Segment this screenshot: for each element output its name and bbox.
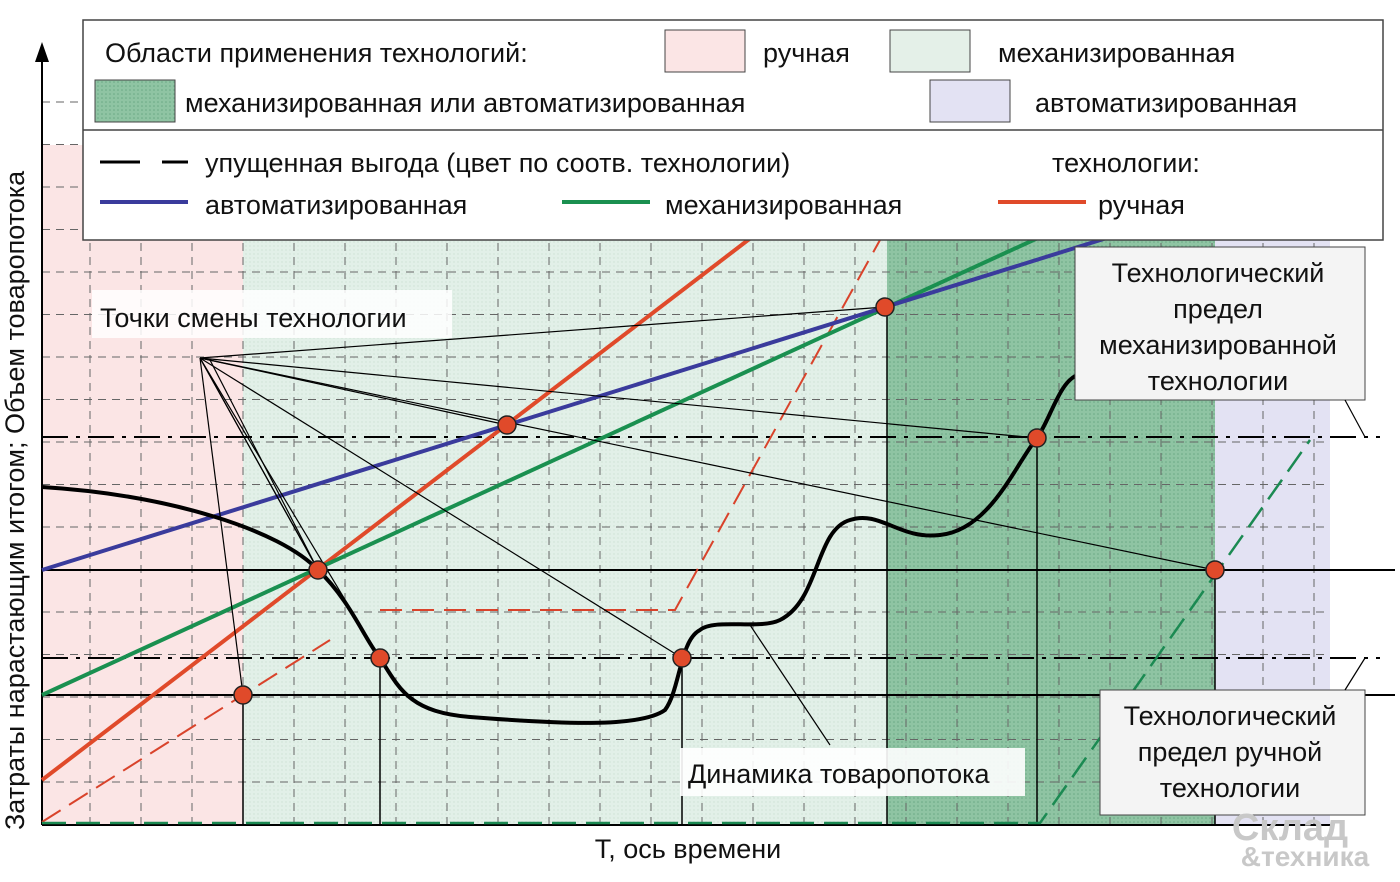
y-axis-label: Затраты нарастающим итогом; Объем товаро… [0,170,30,830]
legend-text: ручная [763,38,850,68]
legend-text: упущенная выгода (цвет по соотв. техноло… [205,148,790,178]
lost-profit-manual [41,639,331,823]
legend-text: ручная [1098,190,1185,220]
label-line: предел [1173,294,1263,324]
line-manual [40,235,754,782]
switch-points [233,297,1225,705]
callout [1344,399,1366,438]
legend-title: Области применения технологий: [105,38,528,68]
watermark: &техника [1241,841,1370,872]
switch-label: Точки смены технологии [100,303,407,333]
label-line: технологии [1148,366,1288,396]
mech-limit-text: Технологический предел механизированной тех… [1099,258,1337,396]
watermark: Склад [1232,807,1348,849]
legend-text: автоматизированная [1035,88,1297,118]
swatch-manual [664,29,746,73]
label-line: предел ручной [1138,737,1322,767]
rays [199,306,1216,746]
legend-text: механизированная или автоматизированная [185,88,745,118]
mech-limit-box [1074,246,1366,401]
legend-text: механизированная [665,190,902,220]
swatch-mech-auto [94,79,176,123]
line-mech [41,235,1041,697]
label-line: Технологический [1124,701,1337,731]
flow-label: Динамика товаропотока [688,759,991,789]
lost-profit-manual [380,239,881,611]
x-axis-label: Т, ось времени [595,834,782,864]
y-arrow [35,42,49,62]
legend-text: автоматизированная [205,190,467,220]
swatch-auto [929,79,1011,123]
manual-limit-box [1099,689,1366,816]
label-bg [92,290,452,338]
label-bg [680,748,1025,796]
label-line: Технологический [1112,258,1325,288]
swatch-mech [889,29,971,73]
manual-limit-text: Технологический предел ручной технологии [1124,701,1337,803]
legend-text: механизированная [998,38,1235,68]
label-line: технологии [1160,773,1300,803]
callout [1344,657,1366,691]
label-line: механизированной [1099,330,1337,360]
legend-text: технологии: [1052,148,1200,178]
